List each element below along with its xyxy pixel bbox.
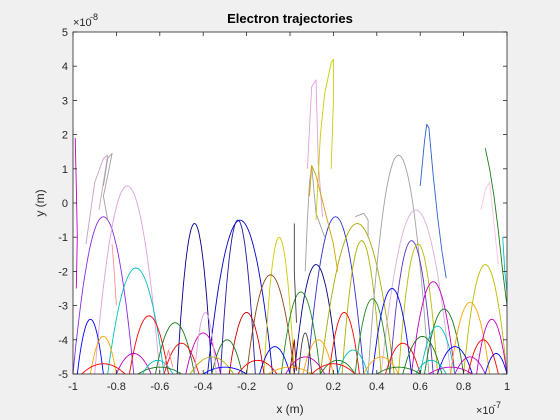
- y-tick-label: -2: [58, 266, 68, 278]
- x-tick-label: 0.8: [456, 381, 471, 393]
- x-tick-label: -0.8: [107, 381, 126, 393]
- x-axis-label: x (m): [276, 402, 303, 416]
- y-axis-label: y (m): [33, 189, 47, 216]
- y-multiplier-base: ×10: [73, 17, 92, 29]
- x-tick-label: 0.2: [326, 381, 341, 393]
- y-tick-label: 5: [62, 27, 68, 39]
- y-multiplier-exponent: -8: [90, 12, 98, 22]
- x-tick-label: -0.6: [150, 381, 169, 393]
- x-multiplier-exponent: -7: [493, 400, 501, 410]
- plot-area: [73, 32, 507, 374]
- y-tick-label: -1: [58, 232, 68, 244]
- y-tick-label: 0: [62, 198, 68, 210]
- y-tick-label: 2: [62, 130, 68, 142]
- y-tick-label: 1: [62, 164, 68, 176]
- x-tick-label: 0: [287, 381, 293, 393]
- chart-title: Electron trajectories: [227, 11, 353, 26]
- x-tick-label: -1: [68, 381, 78, 393]
- x-tick-label: -0.4: [194, 381, 213, 393]
- x-tick-label: 0.4: [369, 381, 384, 393]
- y-tick-label: -3: [58, 301, 68, 313]
- x-tick-label: -0.2: [237, 381, 256, 393]
- x-tick-label: 1: [504, 381, 510, 393]
- x-multiplier-base: ×10: [476, 405, 495, 417]
- y-tick-label: 3: [62, 95, 68, 107]
- y-tick-label: -5: [58, 369, 68, 381]
- y-tick-label: 4: [62, 61, 68, 73]
- x-tick-label: 0.6: [413, 381, 428, 393]
- y-tick-label: -4: [58, 335, 68, 347]
